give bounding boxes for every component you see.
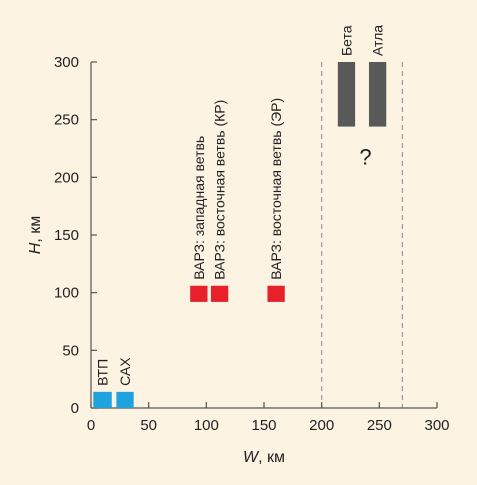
x-tick-label-100: 100: [194, 417, 219, 434]
mark-3: [190, 285, 208, 302]
y-tick-label-50: 50: [62, 342, 79, 359]
x-tick-label-0: 0: [87, 417, 95, 434]
dashed-lines: [321, 62, 403, 408]
x-axis-title: W, км: [243, 449, 285, 466]
y-axis-title: H, км: [27, 216, 44, 254]
unknown-marker: ?: [359, 145, 371, 170]
y-tick-label-150: 150: [54, 227, 79, 244]
y-tick-label-300: 300: [54, 54, 79, 71]
mark-label-1: ВТП: [95, 359, 111, 386]
x-tick-label-200: 200: [309, 417, 334, 434]
mark-label-5: ВАРЗ: восточная ветвь (ЭР): [268, 98, 284, 280]
y-tick-label-200: 200: [54, 169, 79, 186]
x-tick-label-300: 300: [424, 417, 449, 434]
x-tick-label-150: 150: [251, 417, 276, 434]
mark-1: [93, 391, 112, 408]
x-tick-label-50: 50: [140, 417, 157, 434]
marks: [93, 62, 387, 408]
ticks: 0 50 100 150 200 250 300 0 50 100 150 200 250 300: [54, 54, 450, 434]
mark-label-6: Бета: [338, 25, 354, 56]
mark-label-2: САХ: [117, 357, 133, 386]
mark-4: [210, 285, 229, 302]
mark-6: [337, 62, 356, 127]
mark-7: [368, 62, 387, 127]
mark-label-4: ВАРЗ: восточная ветвь (КР): [212, 100, 228, 280]
x-tick-label-250: 250: [367, 417, 392, 434]
y-axis-variable: H: [27, 242, 44, 254]
y-tick-label-250: 250: [54, 112, 79, 129]
x-axis-variable: W: [243, 449, 260, 466]
mark-labels: ВТП САХ ВАРЗ: западная ветвь ВАРЗ: восточна…: [95, 25, 386, 386]
mark-5: [267, 285, 285, 302]
y-axis-unit: , км: [27, 216, 44, 243]
y-tick-label-0: 0: [71, 400, 79, 417]
mark-2: [116, 391, 134, 408]
x-axis-unit: , км: [258, 449, 285, 466]
mark-label-3: ВАРЗ: западная ветвь: [191, 136, 207, 280]
mark-label-7: Атла: [370, 25, 386, 56]
y-tick-label-100: 100: [54, 285, 79, 302]
